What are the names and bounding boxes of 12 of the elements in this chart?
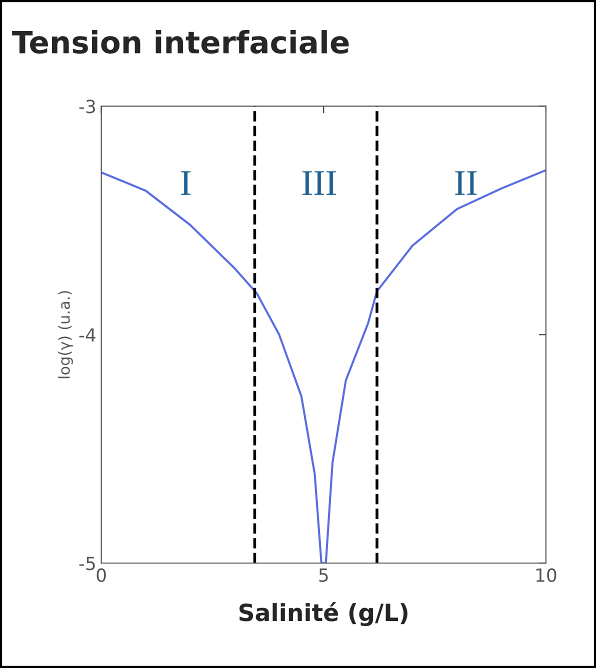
annotation: III <box>302 171 336 195</box>
y-tick-label: -3 <box>79 100 96 114</box>
annotation: I <box>181 171 191 195</box>
y-tick-label: -4 <box>79 328 96 342</box>
x-tick-label: 5 <box>319 568 328 582</box>
x-tick-label: 0 <box>96 568 106 582</box>
x-axis-title: Salinité (g/L) <box>239 602 408 626</box>
y-tick-label: -5 <box>79 556 95 570</box>
x-tick-label: 10 <box>536 568 556 582</box>
y-axis-title: log(γ) (u.a.) <box>58 291 73 378</box>
chart-title: Tension interfaciale <box>12 30 349 54</box>
annotation: II <box>455 171 477 195</box>
